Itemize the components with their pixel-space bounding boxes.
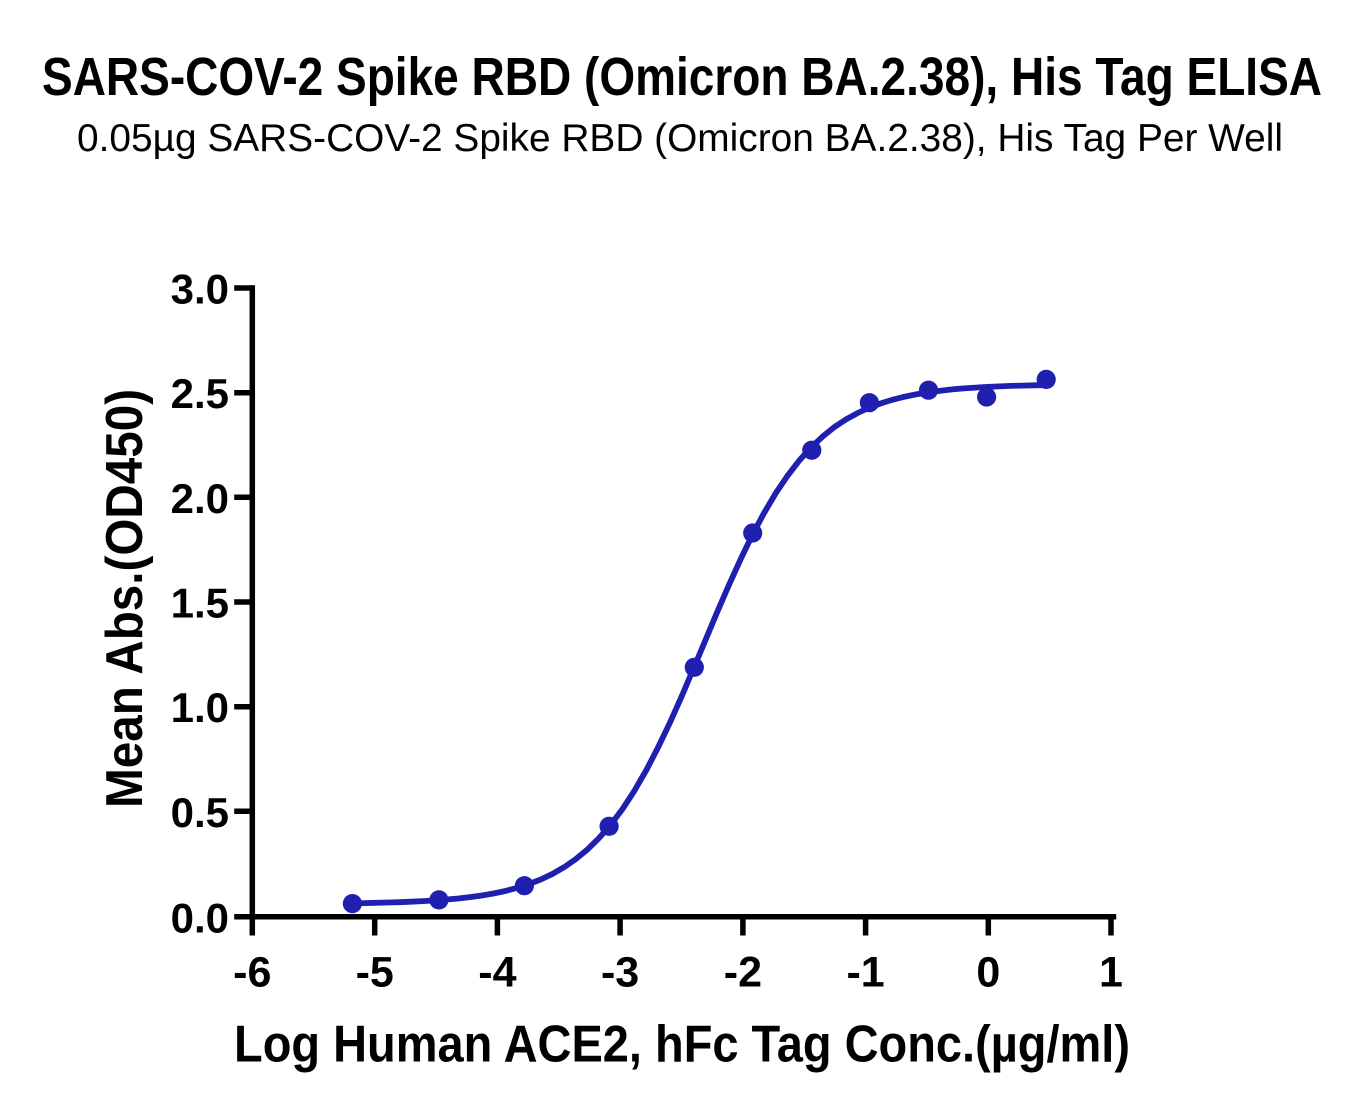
svg-text:0.05µg SARS-COV-2 Spike RBD (O: 0.05µg SARS-COV-2 Spike RBD (Omicron BA.… xyxy=(77,117,1283,160)
svg-text:0.5: 0.5 xyxy=(171,789,229,836)
svg-text:0.0: 0.0 xyxy=(171,894,229,941)
svg-text:SARS-COV-2 Spike RBD (Omicron: SARS-COV-2 Spike RBD (Omicron BA.2.38), … xyxy=(42,47,1322,107)
svg-text:2.0: 2.0 xyxy=(171,475,229,522)
svg-text:0: 0 xyxy=(976,949,1000,997)
svg-text:-4: -4 xyxy=(478,949,516,997)
svg-text:-6: -6 xyxy=(233,949,271,997)
svg-text:-3: -3 xyxy=(601,949,639,997)
svg-text:3.0: 3.0 xyxy=(171,266,229,313)
svg-text:1.0: 1.0 xyxy=(171,684,229,731)
svg-text:Log Human ACE2, hFc Tag Conc.(: Log Human ACE2, hFc Tag Conc.(µg/ml) xyxy=(234,1016,1130,1074)
svg-text:1: 1 xyxy=(1099,949,1123,997)
svg-text:2.5: 2.5 xyxy=(171,370,229,417)
svg-text:-1: -1 xyxy=(846,949,884,997)
svg-text:Mean Abs.(OD450): Mean Abs.(OD450) xyxy=(96,389,154,808)
svg-text:-2: -2 xyxy=(724,949,762,997)
svg-text:-5: -5 xyxy=(356,949,394,997)
svg-text:1.5: 1.5 xyxy=(171,580,229,627)
